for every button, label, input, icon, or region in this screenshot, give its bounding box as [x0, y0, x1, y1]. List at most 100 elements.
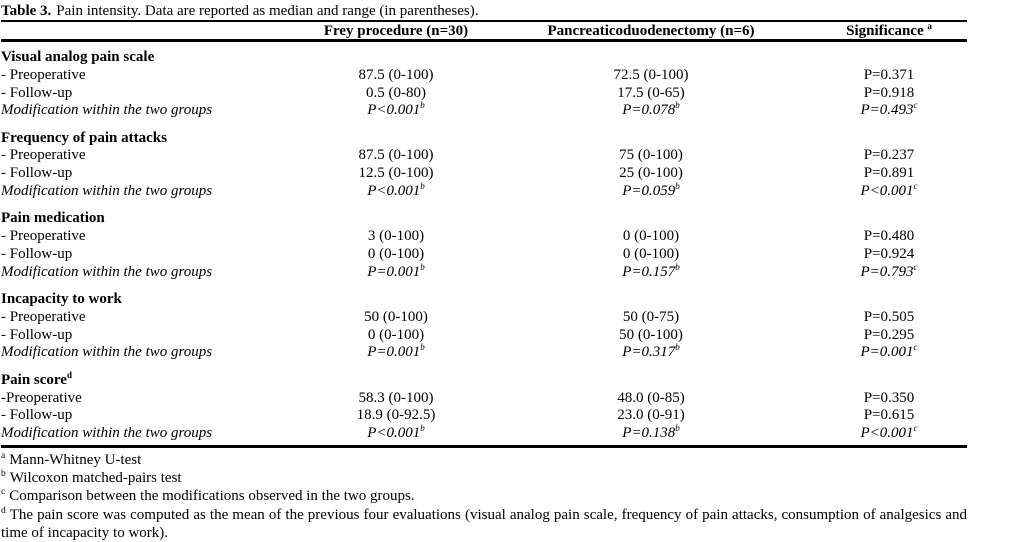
cell-pancreaticoduodenectomy: 72.5 (0-100) [491, 67, 811, 85]
cell-value: P=0.891 [863, 165, 915, 182]
table-section: Pain medication - Preoperative 3 (0-100) 0 … [1, 210, 967, 281]
empty-cell [301, 372, 491, 390]
footnote-text: Comparison between the modifications obs… [9, 488, 415, 505]
cell-value: 12.5 (0-100) [358, 165, 434, 182]
cell-value: 0.5 (0-80) [366, 84, 426, 101]
cell-significance: P=0.493c [811, 101, 967, 120]
section-header: Incapacity to work [1, 291, 301, 309]
empty-cell [491, 291, 811, 309]
table-row: - Follow-up 0.5 (0-80) 17.5 (0-65) P=0.918 [1, 85, 967, 103]
cell-sup: c [913, 261, 918, 272]
cell-value: P=0.505 [863, 308, 915, 325]
empty-cell [491, 130, 811, 148]
cell-pancreaticoduodenectomy: P=0.157b [491, 261, 811, 282]
cell-value: P<0.001 [367, 102, 421, 119]
cell-value: 3 (0-100) [367, 228, 425, 245]
footnote: d The pain score was computed as the mean… [1, 506, 967, 542]
cell-frey-procedure: 3 (0-100) [301, 228, 491, 246]
table-header-row: Frey procedure (n=30) Pancreaticoduodene… [1, 22, 967, 42]
table-row: Modification within the two groups P<0.00… [1, 424, 967, 443]
row-label: - Preoperative [1, 66, 86, 83]
cell-frey-procedure: 87.5 (0-100) [301, 147, 491, 165]
cell-frey-procedure: 50 (0-100) [301, 309, 491, 327]
empty-cell [491, 210, 811, 228]
cell-sup: b [675, 261, 680, 272]
cell-frey-procedure: P=0.001b [301, 262, 491, 282]
cell-value: P=0.059 [622, 183, 676, 200]
row-label: - Follow-up [1, 326, 73, 343]
footnote: b Wilcoxon matched-pairs test [1, 469, 967, 487]
cell-pancreaticoduodenectomy: 23.0 (0-91) [491, 407, 811, 425]
cell-frey-procedure: P<0.001b [301, 424, 491, 443]
cell-value: P<0.001 [367, 183, 421, 200]
cell-pancreaticoduodenectomy: 0 (0-100) [491, 246, 811, 264]
cell-value: P=0.480 [863, 228, 915, 245]
cell-value: P=0.001 [367, 344, 421, 361]
row-label: - Follow-up [1, 407, 73, 424]
cell-significance: P=0.295 [811, 327, 967, 345]
row-label: - Preoperative [1, 308, 86, 325]
table-row: - Preoperative 87.5 (0-100) 72.5 (0-100) P=… [1, 67, 967, 85]
cell-sup: b [675, 181, 680, 192]
cell-pancreaticoduodenectomy: P=0.317b [491, 342, 811, 362]
cell-significance: P=0.615 [811, 407, 967, 425]
cell-value: P=0.350 [863, 389, 915, 406]
cell-value: P=0.001 [860, 344, 914, 361]
table-row: Modification within the two groups P<0.00… [1, 181, 967, 201]
cell-value: 0 (0-100) [367, 245, 425, 262]
section-header-label: Frequency of pain attacks [1, 129, 167, 146]
row-label: - Follow-up [1, 84, 73, 101]
footnote-text: Mann-Whitney U-test [9, 451, 142, 468]
empty-cell [301, 210, 491, 228]
cell-pancreaticoduodenectomy: 0 (0-100) [491, 228, 811, 246]
table-title-label: Table 3. [1, 3, 52, 19]
empty-cell [811, 130, 967, 148]
cell-significance: P=0.918 [811, 85, 967, 103]
table-title: Table 3. Pain intensity. Data are reporte… [1, 3, 967, 22]
table-row: - Preoperative 87.5 (0-100) 75 (0-100) P=0.… [1, 147, 967, 165]
section-header-label: Visual analog pain scale [1, 49, 155, 65]
footnote: a Mann-Whitney U-test [1, 451, 967, 469]
cell-sup: b [420, 342, 425, 353]
row-label: Modification within the two groups [1, 344, 213, 361]
empty-cell [811, 372, 967, 390]
cell-value: P=0.924 [863, 245, 915, 262]
cell-value: P=0.078 [622, 102, 676, 119]
cell-value: P<0.001 [860, 183, 914, 200]
cell-value: 87.5 (0-100) [358, 147, 434, 164]
section-header: Visual analog pain scale [1, 49, 301, 67]
row-label: - Follow-up [1, 165, 73, 182]
cell-value: 0 (0-100) [622, 245, 680, 262]
cell-value: P=0.793 [860, 263, 914, 280]
cell-pancreaticoduodenectomy: 75 (0-100) [491, 147, 811, 165]
table-title-text: Pain intensity. Data are reported as med… [56, 3, 479, 19]
cell-value: 25 (0-100) [619, 165, 683, 182]
cell-value: 87.5 (0-100) [358, 66, 434, 83]
cell-value: 17.5 (0-65) [617, 84, 685, 101]
header-pancreaticoduodenectomy: Pancreaticoduodenectomy (n=6) [491, 24, 811, 39]
cell-significance: P=0.237 [811, 147, 967, 165]
table-section: Incapacity to work - Preoperative 50 (0-10… [1, 291, 967, 362]
row-label: - Preoperative [1, 147, 86, 164]
cell-frey-procedure: P=0.001b [301, 342, 491, 362]
section-header-row: Visual analog pain scale [1, 49, 967, 67]
table-3: Table 3. Pain intensity. Data are reporte… [1, 3, 967, 542]
cell-value: P=0.237 [863, 147, 915, 164]
cell-value: 0 (0-100) [622, 228, 680, 245]
empty-cell [301, 291, 491, 309]
row-label: Modification within the two groups [1, 425, 213, 442]
table-section: Visual analog pain scale - Preoperative 87… [1, 49, 967, 120]
cell-significance: P=0.505 [811, 309, 967, 327]
cell-significance: P=0.924 [811, 246, 967, 264]
row-label: Modification within the two groups [1, 183, 213, 200]
cell-frey-procedure: 0.5 (0-80) [301, 85, 491, 103]
cell-pancreaticoduodenectomy: 25 (0-100) [491, 165, 811, 183]
cell-pancreaticoduodenectomy: 50 (0-75) [491, 309, 811, 327]
cell-pancreaticoduodenectomy: P=0.138b [491, 424, 811, 443]
cell-value: 48.0 (0-85) [617, 389, 685, 406]
cell-frey-procedure: P<0.001b [301, 182, 491, 201]
table-row: - Preoperative 3 (0-100) 0 (0-100) P=0.480 [1, 228, 967, 246]
cell-sup: b [675, 342, 680, 353]
footnote-marker: a [1, 450, 6, 461]
